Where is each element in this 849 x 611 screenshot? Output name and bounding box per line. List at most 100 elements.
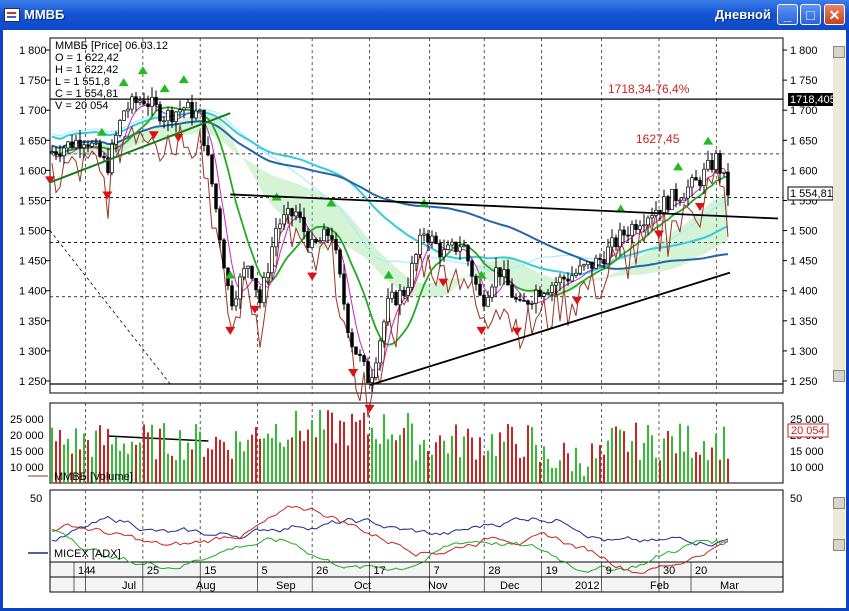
volume-bar	[563, 442, 565, 483]
candle-body	[442, 249, 446, 258]
price-scroll-up[interactable]	[833, 46, 845, 58]
up-arrow-icon	[137, 66, 148, 75]
volume-bar	[415, 460, 417, 483]
candle-body	[610, 237, 614, 248]
window-titlebar[interactable]: ММВБ Дневной _ □ ✕	[0, 0, 849, 30]
candle-body	[638, 225, 642, 230]
volume-bar	[259, 438, 261, 483]
adx-panel[interactable]	[49, 489, 784, 563]
volume-bar	[679, 423, 681, 483]
ohlc-high: H = 1 622,42	[55, 64, 118, 76]
volume-bar	[411, 423, 413, 483]
up-arrow-icon	[703, 136, 714, 145]
volume-bar	[159, 428, 161, 483]
volume-bar	[231, 458, 233, 483]
adx-scroll-up[interactable]	[833, 497, 845, 509]
volume-bar	[691, 457, 693, 483]
candle-body	[74, 139, 78, 149]
down-arrow-icon	[476, 326, 487, 335]
adx-line-1	[51, 505, 729, 574]
candle-body	[318, 240, 322, 243]
candle-body	[202, 109, 206, 146]
candle-body	[542, 293, 546, 297]
resistance-price-text: 1718,405	[790, 94, 836, 106]
volume-bar	[507, 423, 509, 483]
day-label-4: 5	[262, 565, 268, 577]
candle-body	[506, 269, 510, 286]
lagging-brown-line	[51, 124, 729, 418]
candle-body	[234, 298, 238, 307]
volume-bar	[151, 424, 153, 483]
volume-bar	[319, 409, 321, 483]
adx-legend: MICEX [ADX]	[54, 548, 121, 560]
candle-body	[726, 171, 730, 196]
candle-body	[422, 233, 426, 236]
volume-bar	[203, 456, 205, 483]
ma-blue-line	[51, 120, 729, 270]
candle-body	[594, 257, 598, 269]
adx-lines	[51, 505, 729, 574]
volume-bar	[391, 434, 393, 483]
up-arrow-icon	[673, 162, 684, 171]
adx-line-2	[51, 530, 729, 573]
candle-body	[294, 211, 298, 217]
y-axes: 1 800 1 800 1 750 1 750 1 700 1 700 1 650 1 650…	[10, 45, 824, 474]
candle-body	[334, 239, 338, 251]
adx-scroll-down[interactable]	[833, 539, 845, 551]
volume-bar	[79, 449, 81, 483]
price-tick-right-1: 1 750	[790, 75, 818, 87]
volume-bar	[263, 438, 265, 483]
volume-bar	[519, 458, 521, 483]
indicator-lines	[51, 104, 729, 418]
candle-body	[686, 186, 690, 199]
volume-bar	[351, 413, 353, 483]
volume-bar	[215, 436, 217, 483]
price-scroll-down[interactable]	[833, 370, 845, 382]
candle-body	[86, 144, 90, 147]
candle-body	[722, 171, 726, 174]
volume-bar	[95, 430, 97, 483]
volume-bar	[623, 431, 625, 483]
volume-bar	[651, 435, 653, 483]
volume-bar	[199, 431, 201, 483]
volume-bar	[627, 451, 629, 483]
month-label-1: Aug	[196, 580, 216, 592]
volume-bar	[631, 441, 633, 483]
price-panel[interactable]	[49, 37, 784, 394]
volume-bar	[163, 423, 165, 483]
price-scrollbar-track[interactable]	[833, 58, 845, 370]
candle-body	[546, 292, 550, 295]
volume-bar	[331, 412, 333, 483]
price-tick-right-9: 1 350	[790, 316, 818, 328]
day-label-6: 17	[374, 565, 386, 577]
volume-bar	[463, 436, 465, 483]
candle-body	[210, 154, 214, 185]
volume-bar	[711, 447, 713, 483]
adx-scrollbar-track[interactable]	[833, 509, 845, 539]
day-label-5: 26	[316, 565, 328, 577]
candle-body	[502, 269, 506, 278]
candle-body	[106, 157, 110, 174]
candle-body	[274, 228, 278, 248]
price-tick-right-7: 1 450	[790, 256, 818, 268]
candle-body	[698, 179, 702, 186]
volume-legend: ММВБ [Volume]	[54, 471, 133, 483]
day-label-11: 30	[663, 565, 675, 577]
volume-bar	[295, 410, 297, 483]
candle-body	[178, 109, 182, 113]
volume-bar	[595, 458, 597, 483]
candle-body	[114, 134, 118, 145]
volume-trendline	[107, 435, 209, 442]
close-button[interactable]: ✕	[824, 4, 845, 25]
maximize-button[interactable]: □	[800, 4, 821, 25]
up-arrow-icon	[159, 84, 170, 93]
candle-body	[590, 261, 594, 269]
volume-bar	[671, 436, 673, 483]
volume-bar	[371, 427, 373, 483]
candle-body	[370, 377, 374, 383]
volume-bar	[291, 437, 293, 483]
minimize-button[interactable]: _	[777, 4, 798, 25]
candle-body	[242, 268, 246, 278]
candle-body	[458, 246, 462, 252]
